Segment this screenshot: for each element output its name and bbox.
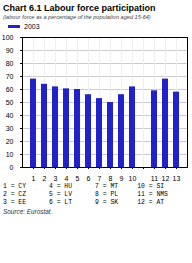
- svg-text:30: 30: [6, 125, 14, 132]
- svg-text:20: 20: [6, 138, 14, 145]
- svg-text:9: 9: [120, 175, 124, 181]
- svg-text:3: 3: [54, 175, 58, 181]
- html-text:Source: Eurostat.: Source: Eurostat.: [3, 208, 53, 215]
- svg-text:90: 90: [6, 47, 14, 54]
- svg-text:60: 60: [6, 86, 14, 93]
- svg-text:8: 8: [109, 175, 113, 181]
- svg-text:70: 70: [6, 73, 14, 80]
- svg-text:0: 0: [10, 164, 14, 171]
- svg-text:2: 2: [43, 175, 47, 181]
- svg-text:10: 10: [129, 175, 137, 181]
- html-text:Chart 6.1 Labour force partici: Chart 6.1 Labour force participation: [3, 3, 156, 13]
- svg-text:6: 6: [87, 175, 91, 181]
- svg-text:1: 1: [32, 175, 36, 181]
- svg-text:12: 12: [162, 175, 170, 181]
- svg-text:50: 50: [6, 99, 14, 106]
- svg-text:5: 5: [76, 175, 80, 181]
- svg-text:40: 40: [6, 112, 14, 119]
- html-text:(labour force as a percentage: (labour force as a percentage of the pop…: [3, 14, 151, 20]
- svg-text:11: 11: [151, 175, 158, 181]
- svg-text:80: 80: [6, 60, 14, 67]
- svg-text:100: 100: [2, 34, 14, 41]
- html-text:2003: 2003: [24, 23, 40, 30]
- svg-text:7: 7: [98, 175, 102, 181]
- svg-text:13: 13: [173, 175, 181, 181]
- html-text:1 = CY 4 = HU 7 = MT 10 = SI 2: 1 = CY 4 = HU 7 = MT 10 = SI 2 = CZ 5 = …: [3, 183, 168, 206]
- svg-text:4: 4: [65, 175, 69, 181]
- svg-text:10: 10: [6, 151, 14, 158]
